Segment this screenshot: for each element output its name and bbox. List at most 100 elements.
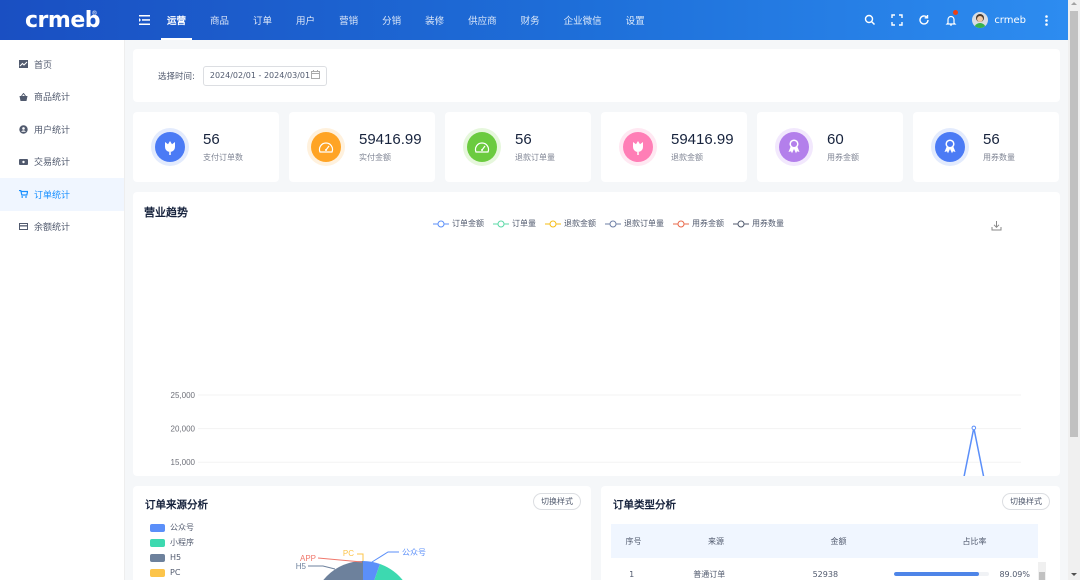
- chart-legend: 订单金额 订单量 退款金额 退款订单量 用券金额 用券数量: [433, 218, 793, 229]
- top-nav: 运营 商品 订单 用户 营销 分销 装修 供应商 财务 企业微信 设置: [155, 0, 657, 40]
- cell-amount: 52938: [812, 569, 839, 579]
- legend-label: H5: [170, 553, 182, 562]
- stat-card: 60 用券金额: [757, 112, 903, 182]
- stat-card: 59416.99 退款金额: [601, 112, 747, 182]
- sidebar-item[interactable]: 首页: [0, 48, 124, 81]
- main-content: 选择时间: 2024/02/01 - 2024/03/01 56 支付订单数 594…: [133, 49, 1060, 580]
- col-index: 序号: [625, 536, 642, 546]
- nav-item[interactable]: 商品: [210, 16, 230, 27]
- legend-label: 公众号: [170, 523, 194, 532]
- stat-label: 用券数量: [983, 153, 1015, 162]
- username[interactable]: crmeb: [994, 14, 1026, 26]
- sidebar-item-label: 用户统计: [34, 125, 71, 136]
- table-row[interactable]: 1 普通订单 52938 89.09%: [611, 558, 1038, 580]
- table-scrollbar[interactable]: [1038, 562, 1046, 580]
- nav-item[interactable]: 用户: [296, 16, 316, 27]
- tulip-icon: [623, 132, 653, 162]
- legend-item[interactable]: 用券数量: [733, 218, 784, 229]
- col-percent: 占比率: [962, 536, 987, 546]
- sidebar-item[interactable]: 商品统计: [0, 81, 124, 114]
- stat-value: 56: [203, 131, 220, 148]
- download-icon[interactable]: [991, 220, 1002, 234]
- source-legend-item[interactable]: PC: [150, 565, 194, 580]
- switch-style-button[interactable]: 切换样式: [1002, 493, 1050, 510]
- fullscreen-icon[interactable]: [884, 0, 910, 40]
- sidebar-item[interactable]: 订单统计: [0, 178, 124, 211]
- legend-item[interactable]: 退款金额: [545, 218, 596, 229]
- nav-item[interactable]: 财务: [520, 16, 540, 27]
- svg-text:PC: PC: [343, 549, 354, 558]
- percent-progress-bar: [894, 572, 990, 576]
- cell-source: 普通订单: [693, 569, 726, 579]
- nav-item[interactable]: 运营: [155, 0, 198, 40]
- scroll-down-arrow[interactable]: [1071, 573, 1077, 576]
- chart-icon: [18, 59, 28, 69]
- legend-item[interactable]: 退款订单量: [605, 218, 664, 229]
- source-legend: 公众号小程序 H5 PC: [150, 520, 194, 580]
- refresh-icon[interactable]: [911, 0, 937, 40]
- stat-cards: 56 支付订单数 59416.99 实付金额 56 退款订单量 59416.99 退款金额 60…: [133, 112, 1060, 182]
- stat-icon-ring: [151, 128, 189, 166]
- col-source: 来源: [708, 536, 724, 546]
- nav-item[interactable]: 营销: [339, 16, 359, 27]
- nav-item[interactable]: 分销: [382, 16, 402, 27]
- more-vertical-icon[interactable]: [1034, 14, 1058, 26]
- nav-item[interactable]: 企业微信: [563, 16, 602, 27]
- bell-icon[interactable]: [938, 0, 964, 40]
- source-legend-item[interactable]: 小程序: [150, 535, 194, 550]
- logo-text: crmeb: [25, 7, 100, 33]
- sidebar-item-label: 订单统计: [34, 190, 71, 201]
- date-range-picker[interactable]: 2024/02/01 - 2024/03/01: [202, 65, 327, 86]
- cell-index: 1: [629, 569, 635, 579]
- svg-text:25,000: 25,000: [171, 391, 196, 400]
- card-icon: [18, 222, 28, 232]
- nav-item[interactable]: 装修: [425, 16, 445, 27]
- speedometer-icon: [311, 132, 341, 162]
- logo[interactable]: crmeb ®: [25, 7, 100, 33]
- source-legend-item[interactable]: H5: [150, 550, 194, 565]
- sidebar-item-label: 余额统计: [34, 223, 71, 234]
- trend-line-chart[interactable]: 05,00010,00015,00020,00025,0002024-02-01…: [133, 192, 1060, 476]
- order-source-title: 订单来源分析: [145, 499, 208, 511]
- scroll-up-arrow[interactable]: [1071, 2, 1077, 5]
- legend-label: 小程序: [170, 538, 194, 547]
- date-range-value: 2024/02/01 - 2024/03/01: [209, 71, 311, 80]
- legend-item[interactable]: 订单金额: [433, 218, 484, 229]
- filter-card: 选择时间: 2024/02/01 - 2024/03/01: [133, 49, 1060, 102]
- stat-icon-ring: [619, 128, 657, 166]
- svg-text:20,000: 20,000: [171, 425, 196, 434]
- stat-label: 退款金额: [671, 153, 703, 162]
- stat-card: 59416.99 实付金额: [289, 112, 435, 182]
- search-icon[interactable]: [857, 0, 883, 40]
- tulip-icon: [155, 132, 185, 162]
- cell-percent: 89.09%: [999, 569, 1030, 579]
- speedometer-icon: [467, 132, 497, 162]
- legend-swatch: [150, 553, 165, 562]
- money-icon: [18, 157, 28, 167]
- nav-item[interactable]: 设置: [625, 16, 645, 27]
- page-scrollbar[interactable]: [1068, 0, 1080, 580]
- legend-item[interactable]: 订单量: [493, 218, 536, 229]
- legend-label: PC: [170, 568, 181, 577]
- avatar[interactable]: [972, 12, 989, 28]
- legend-label: 退款订单量: [624, 219, 664, 228]
- switch-style-button[interactable]: 切换样式: [533, 493, 581, 510]
- stat-label: 实付金额: [359, 153, 391, 162]
- sidebar-item[interactable]: 交易统计: [0, 146, 124, 179]
- stat-value: 59416.99: [671, 131, 734, 148]
- stat-icon-ring: [931, 128, 969, 166]
- notification-badge: [953, 10, 959, 15]
- nav-item[interactable]: 订单: [253, 16, 273, 27]
- stat-value: 60: [827, 131, 844, 148]
- sidebar-item[interactable]: 用户统计: [0, 113, 124, 146]
- nav-item[interactable]: 供应商: [468, 16, 497, 27]
- menu-toggle-icon[interactable]: [133, 0, 155, 40]
- trend-card: 营业趋势 订单金额 订单量 退款金额 退款订单量 用券金额 用券数量 05,00010,0…: [133, 192, 1060, 476]
- sidebar-item[interactable]: 余额统计: [0, 211, 124, 244]
- scroll-thumb[interactable]: [1070, 11, 1078, 437]
- legend-label: 订单金额: [452, 219, 484, 228]
- source-legend-item[interactable]: 公众号: [150, 520, 194, 535]
- stat-value: 56: [983, 131, 1000, 148]
- legend-item[interactable]: 用券金额: [673, 218, 724, 229]
